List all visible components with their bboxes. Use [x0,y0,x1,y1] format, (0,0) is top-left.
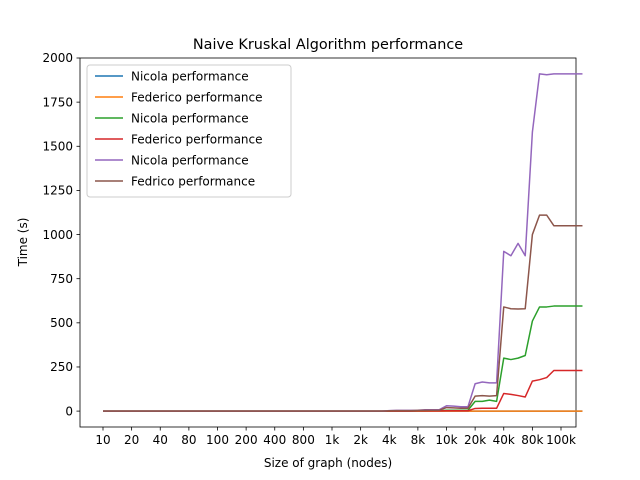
y-tick-label: 1500 [42,139,73,153]
x-tick-label: 1k [325,433,340,447]
x-tick-label: 80 [181,433,196,447]
y-tick-label: 1750 [42,95,73,109]
x-tick-label: 400 [263,433,286,447]
series-line-3 [103,305,583,412]
y-tick-label: 1250 [42,184,73,198]
x-tick-label: 4k [382,433,397,447]
plot-frame [79,57,577,428]
y-tick-label: 750 [50,272,73,286]
y-tick-label: 1000 [42,228,73,242]
legend-box [86,64,292,198]
x-tick-label: 10k [435,433,457,447]
x-tick-label: 100k [546,433,576,447]
x-tick-label: 2k [353,433,368,447]
x-tick-label: 10 [95,433,110,447]
legend-label: Nicola performance [131,153,249,167]
y-tick-label: 0 [65,404,73,418]
legend: Nicola performance Federico performance Ni… [86,64,292,198]
chart-title: Naive Kruskal Algorithm performance [193,37,463,53]
legend-label: Nicola performance [131,111,249,125]
legend-label: Fedrico performance [131,174,255,188]
series-line-4 [103,369,583,412]
series-line-6 [103,214,583,412]
series-lines [103,73,583,412]
x-tick-label: 800 [292,433,315,447]
y-axis-label: Time (s) [16,218,30,268]
x-tick-label: 100 [206,433,229,447]
x-axis-label: Size of graph (nodes) [264,456,392,470]
x-tick-label: 20 [124,433,139,447]
x-tick-label: 40 [153,433,168,447]
y-tick-label: 250 [50,360,73,374]
x-tick-label: 20k [464,433,486,447]
legend-label: Nicola performance [131,69,249,83]
legend-label: Federico performance [131,90,263,104]
y-tick-label: 2000 [42,51,73,65]
x-tick-label: 80k [521,433,543,447]
x-tick-label: 8k [411,433,426,447]
y-tick-label: 500 [50,316,73,330]
legend-label: Federico performance [131,132,263,146]
x-tick-label: 40k [493,433,515,447]
x-tick-label: 200 [235,433,258,447]
